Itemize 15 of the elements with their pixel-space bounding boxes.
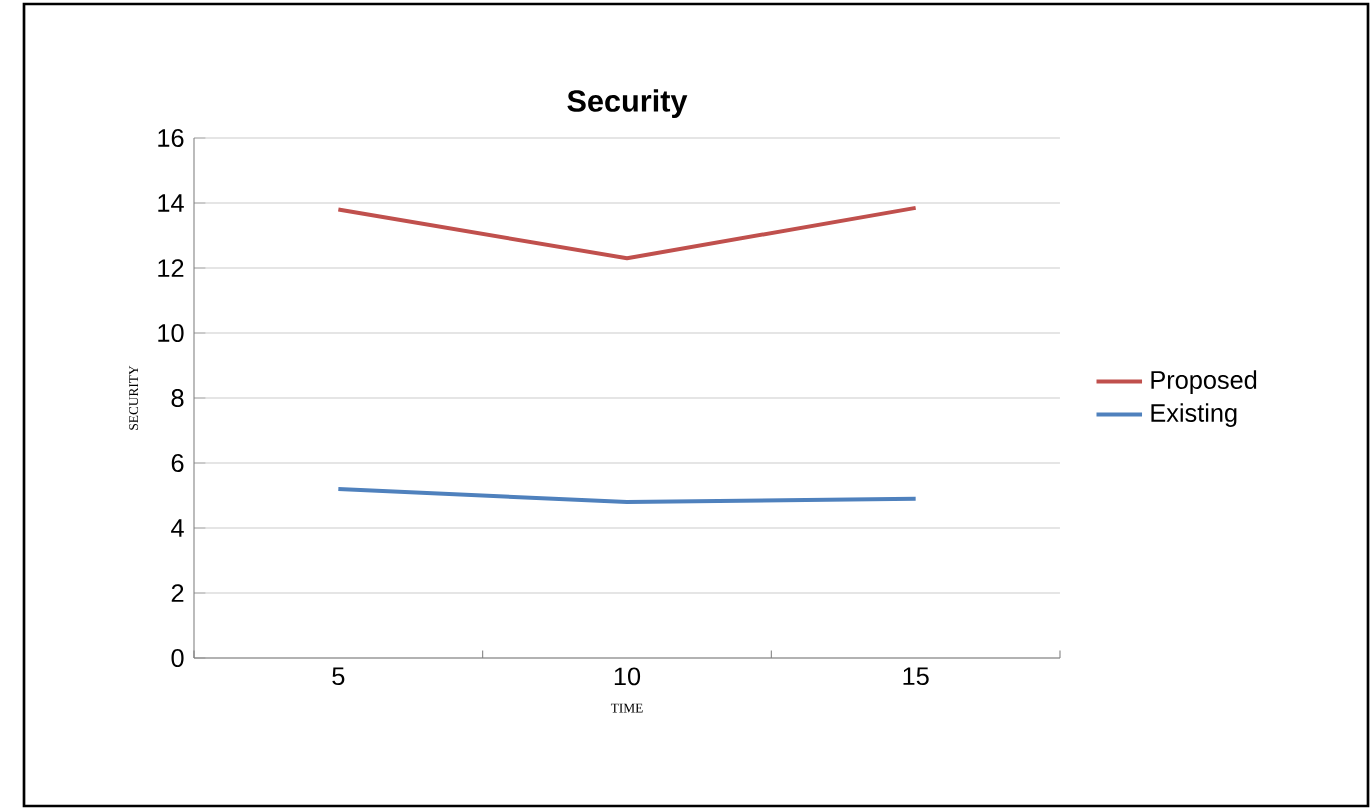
y-tick-label: 6 bbox=[171, 454, 184, 472]
y-tick-label: 16 bbox=[158, 129, 184, 147]
x-tick-label: 10 bbox=[614, 667, 641, 686]
y-tick-label: 8 bbox=[171, 389, 184, 407]
y-tick-label: 4 bbox=[171, 519, 184, 537]
y-tick-label: 0 bbox=[171, 649, 184, 667]
x-tick-label: 5 bbox=[332, 667, 345, 686]
x-tick-label: 15 bbox=[903, 667, 929, 686]
legend-label: Existing bbox=[1151, 403, 1237, 427]
y-tick-label: 2 bbox=[171, 584, 184, 602]
y-tick-label: 10 bbox=[158, 324, 184, 342]
y-tick-label: 12 bbox=[158, 259, 184, 277]
chart-title: Security bbox=[567, 89, 688, 118]
legend-label: Proposed bbox=[1151, 370, 1257, 394]
y-tick-label: 14 bbox=[158, 194, 184, 212]
